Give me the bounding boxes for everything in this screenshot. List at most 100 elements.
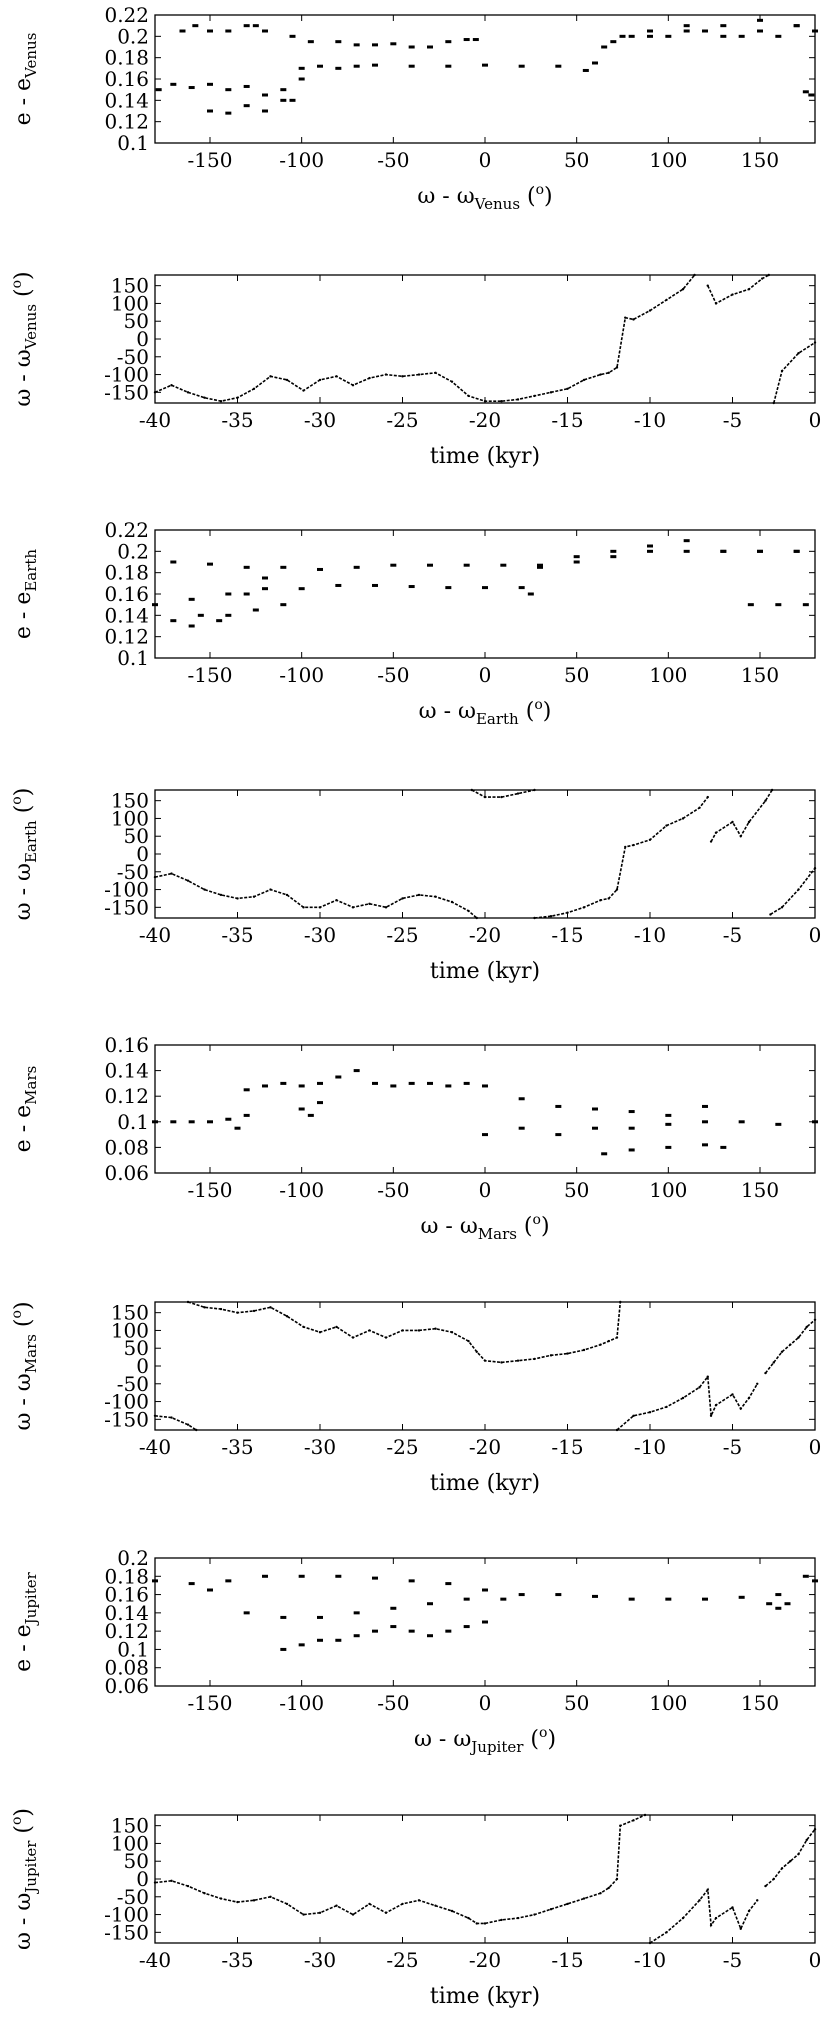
data-point [252, 895, 256, 898]
data-point [234, 1126, 241, 1130]
chart-jupiter-e: -150 -100 -50 0 50 100 1500.060.080.10.120.140… [11, 1546, 818, 1756]
x-axis-label: time (kyr) [430, 444, 540, 469]
data-point [390, 1084, 397, 1088]
series-late [615, 1374, 759, 1432]
data-point [463, 1597, 470, 1601]
data-point [601, 1152, 608, 1156]
data-point [207, 82, 213, 86]
chart-venus-w: -40 -35 -30 -25 -20 -15 -10 -5 0-150-100-5005010… [9, 271, 821, 469]
y-tick-label: -100 [104, 1903, 149, 1927]
data-point [368, 902, 371, 905]
data-point [353, 1634, 360, 1638]
data-point [445, 1084, 452, 1088]
y-tick-label: 100 [111, 1318, 149, 1342]
x-tick-label: 100 [649, 663, 687, 687]
data-point [714, 1403, 718, 1407]
data-point [225, 88, 232, 92]
data-point [500, 795, 503, 799]
y-tick-label: 0.06 [104, 1161, 149, 1185]
y-tick-label: 0.2 [117, 539, 149, 563]
x-tick-label: 0 [479, 148, 492, 172]
data-point [518, 1593, 525, 1597]
y-tick-label: 150 [111, 1814, 149, 1838]
data-point [427, 45, 433, 49]
data-point [351, 384, 355, 387]
data-point [384, 1911, 388, 1914]
y-tick-label: 0.08 [104, 1656, 149, 1680]
data-point [262, 109, 268, 113]
data-point [747, 1396, 751, 1400]
data-point [445, 40, 452, 44]
data-point [186, 1423, 190, 1426]
data-point [549, 1908, 553, 1911]
data-point [805, 1838, 808, 1842]
data-point [417, 893, 421, 897]
data-point [797, 352, 800, 355]
data-point [797, 1852, 800, 1856]
data-point [516, 1359, 520, 1362]
series-cluster-low [155, 77, 305, 115]
data-point [619, 1300, 622, 1304]
data-point [434, 1904, 437, 1907]
data-point [747, 1909, 751, 1913]
data-point [252, 1899, 256, 1902]
data-point [643, 1813, 647, 1817]
y-tick-label: 0.16 [104, 67, 149, 91]
x-tick-label: 0 [809, 1435, 822, 1459]
data-point [483, 1359, 487, 1362]
data-point [813, 1828, 817, 1831]
data-point [628, 34, 635, 38]
data-point [317, 567, 323, 571]
data-point [280, 98, 287, 102]
data-point [632, 843, 635, 847]
data-point [739, 1927, 742, 1930]
data-point [780, 369, 784, 373]
series-line [764, 1828, 816, 1887]
x-tick-label: 150 [741, 663, 779, 687]
y-tick-label: 0.12 [104, 1619, 149, 1643]
plot-frame [154, 14, 816, 144]
series-cluster [170, 576, 287, 628]
data-point [647, 34, 653, 38]
y-tick-label: 100 [111, 806, 149, 830]
data-point [384, 906, 388, 909]
data-point [445, 64, 452, 68]
data-point [738, 1120, 745, 1124]
data-point [648, 309, 652, 312]
data-point [289, 34, 296, 38]
data-point [619, 1824, 622, 1827]
data-point [767, 273, 770, 277]
data-point [772, 1877, 775, 1881]
data-point [757, 549, 763, 553]
series-line [707, 274, 770, 305]
data-point [307, 1113, 314, 1117]
y-tick-label: -50 [117, 1885, 149, 1909]
data-point [289, 98, 296, 102]
y-tick-label: 0.22 [104, 518, 149, 542]
data-point [152, 603, 158, 607]
data-point [280, 565, 287, 569]
data-point [434, 1327, 437, 1330]
data-point [698, 1899, 701, 1902]
series-late [648, 1887, 759, 1945]
data-point [766, 1602, 773, 1606]
x-tick-label: 100 [649, 1691, 687, 1715]
data-point [445, 1629, 452, 1633]
data-point [812, 29, 818, 33]
data-point [170, 1879, 173, 1882]
data-point [207, 1588, 213, 1592]
y-tick-label: 0.08 [104, 1135, 149, 1159]
data-point [353, 565, 360, 569]
data-point [739, 1407, 742, 1410]
data-point [427, 1602, 433, 1606]
data-point [467, 1916, 470, 1920]
data-point [408, 585, 415, 589]
x-tick-label: -150 [188, 148, 233, 172]
data-point [769, 913, 772, 916]
data-point [537, 565, 543, 569]
x-tick-label: -50 [377, 148, 409, 172]
data-point [280, 1647, 287, 1651]
data-point [188, 597, 195, 601]
series-right-upper [518, 1097, 708, 1117]
y-tick-label: -50 [117, 860, 149, 884]
